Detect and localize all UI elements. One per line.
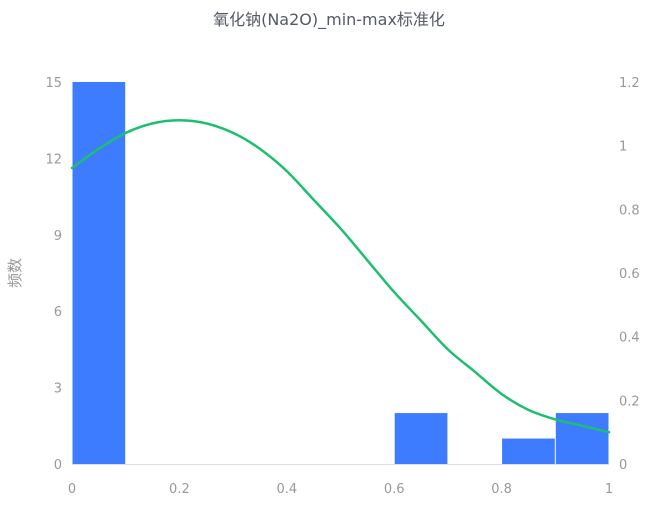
curve-layer [70,118,611,434]
x-tick-label: 0.6 [384,482,405,497]
y2-tick-label: 0.4 [619,331,640,346]
y-tick-label: 9 [54,229,62,244]
histogram-bar[interactable] [394,413,448,464]
x-tick-label: 1 [605,482,613,497]
axes-layer: 0 0.2 0.4 0.6 0.8 10369121500.20.40.60.811.2频… [6,76,640,497]
y-tick-label: 3 [54,382,62,397]
x-tick-label: 0 [68,482,76,497]
x-tick-label: 0.8 [491,482,512,497]
chart-title: 氧化钠(Na2O)_min-max标准化 [213,10,445,29]
histogram-bar[interactable] [72,82,126,464]
y-tick-label: 6 [54,305,62,320]
x-tick-label: 0.2 [169,482,190,497]
y2-tick-label: 1 [619,140,627,155]
density-curve-line[interactable] [70,118,611,434]
y2-tick-label: 0.2 [619,394,640,409]
histogram-bar[interactable] [502,438,555,464]
y2-tick-label: 1.2 [619,76,640,91]
x-tick-label: 0.4 [276,482,297,497]
y-axis-label: 频数 [6,258,24,288]
y2-tick-label: 0.8 [619,203,640,218]
y-tick-label: 0 [54,458,62,473]
y-tick-label: 12 [45,152,62,167]
y2-tick-label: 0.6 [619,267,640,282]
bars-layer [72,82,609,464]
y2-tick-label: 0 [619,458,627,473]
y-tick-label: 15 [45,76,62,91]
